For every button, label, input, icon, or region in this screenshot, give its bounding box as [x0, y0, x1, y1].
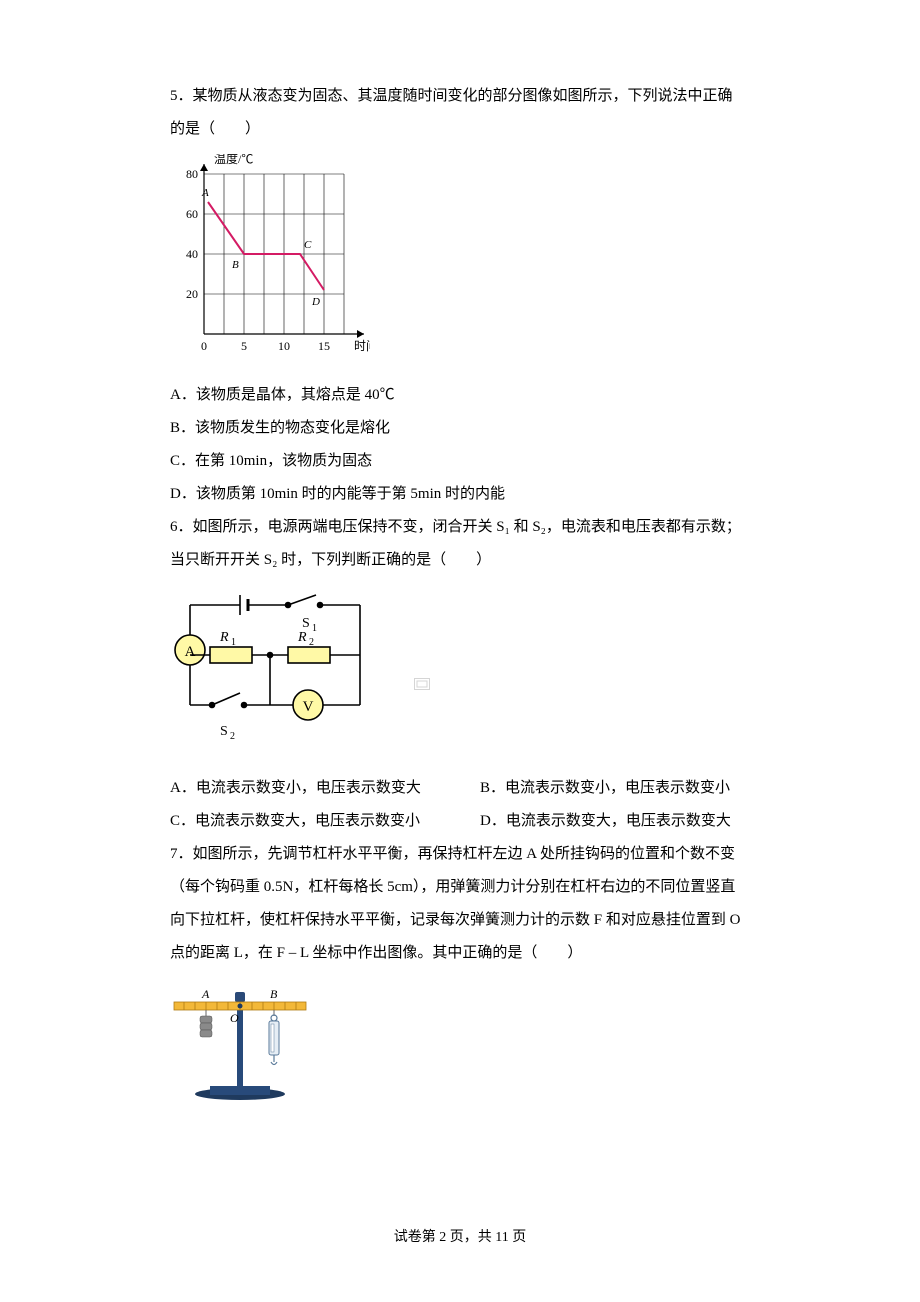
footer-suffix: 页 [509, 1230, 527, 1245]
q6-opt-d: D．电流表示数变大，电压表示数变大 [480, 805, 750, 838]
footer-prefix: 试卷第 [394, 1230, 440, 1245]
xtick-10: 10 [278, 339, 290, 353]
s2-label: S [220, 724, 228, 739]
ytick-60: 60 [186, 207, 198, 221]
q6-opt-b: B．电流表示数变小，电压表示数变小 [480, 772, 750, 805]
svg-text:1: 1 [231, 637, 236, 648]
label-a: A [201, 987, 210, 1001]
r2-label: R [297, 630, 307, 645]
svg-text:2: 2 [309, 637, 314, 648]
svg-text:2: 2 [230, 731, 235, 742]
q5-stem-line2: 的是（ ） [170, 113, 750, 146]
label-b: B [270, 987, 278, 1001]
q5-opt-a: A．该物质是晶体，其熔点是 40℃ [170, 379, 750, 412]
ytick-20: 20 [186, 287, 198, 301]
q7-stem-line1: 7．如图所示，先调节杠杆水平平衡，再保持杠杆左边 A 处所挂钩码的位置和个数不变 [170, 838, 750, 871]
pt-a: A [201, 187, 209, 199]
q6-opt-c: C．电流表示数变大，电压表示数变小 [170, 805, 440, 838]
q7-stem-line3: 向下拉杠杆，使杠杆保持水平平衡，记录每次弹簧测力计的示数 F 和对应悬挂位置到 … [170, 904, 750, 937]
q6-stem-line1: 6．如图所示，电源两端电压保持不变，闭合开关 S₁ 和 S₂，电流表和电压表都有… [170, 511, 750, 544]
watermark-icon [414, 670, 430, 682]
pt-b: B [232, 259, 239, 271]
svg-text:1: 1 [312, 623, 317, 634]
voltmeter-label: V [303, 699, 314, 715]
ytick-40: 40 [186, 247, 198, 261]
q5-opt-b: B．该物质发生的物态变化是熔化 [170, 412, 750, 445]
xtick-5: 5 [241, 339, 247, 353]
xtick-15: 15 [318, 339, 330, 353]
q5-opt-d: D．该物质第 10min 时的内能等于第 5min 时的内能 [170, 478, 750, 511]
label-o: O [230, 1011, 239, 1025]
ytick-80: 80 [186, 167, 198, 181]
q5-xlabel: 时间/min [354, 339, 370, 353]
q7-stem-line4: 点的距离 L，在 F – L 坐标中作出图像。其中正确的是（ ） [170, 937, 750, 970]
q7-apparatus: A B O [170, 974, 750, 1117]
r1-label: R [219, 630, 229, 645]
q5-ylabel: 温度/℃ [214, 154, 253, 166]
q5-stem-line1: 5．某物质从液态变为固态、其温度随时间变化的部分图像如图所示，下列说法中正确 [170, 80, 750, 113]
q6-opt-a: A．电流表示数变小，电压表示数变大 [170, 772, 440, 805]
q5-opt-c: C．在第 10min，该物质为固态 [170, 445, 750, 478]
q7-stem-line2: （每个钩码重 0.5N，杠杆每格长 5cm），用弹簧测力计分别在杠杆右边的不同位… [170, 871, 750, 904]
pt-d: D [311, 296, 320, 308]
q6-circuit: A V S1 S2 R1 R2 [170, 585, 750, 768]
footer-mid: 页，共 [446, 1230, 495, 1245]
page-footer: 试卷第 2 页，共 11 页 [0, 1223, 920, 1254]
q5-chart: 20 40 60 80 0 5 10 15 温度/℃ 时间/min A B C … [170, 154, 750, 377]
footer-page-total: 11 [495, 1230, 508, 1245]
ammeter-label: A [185, 644, 196, 660]
pt-c: C [304, 239, 312, 251]
xtick-0: 0 [201, 339, 207, 353]
q6-stem-line2: 当只断开开关 S₂ 时，下列判断正确的是（ ） [170, 544, 750, 577]
s1-label: S [302, 616, 310, 631]
